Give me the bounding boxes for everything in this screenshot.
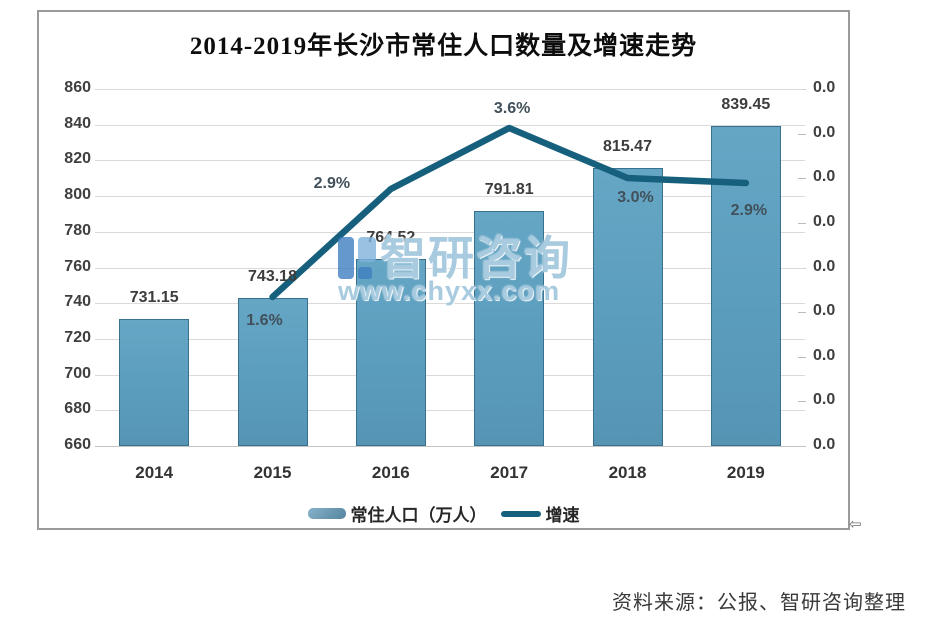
chart-title: 2014-2019年长沙市常住人口数量及增速走势 xyxy=(189,33,698,60)
grid-line xyxy=(95,410,805,412)
legend-label: 增速 xyxy=(545,506,580,525)
right-axis-tick-label: 0.0 xyxy=(813,212,836,230)
right-axis-tick xyxy=(798,178,806,180)
bar-2017 xyxy=(474,210,545,446)
grid-line xyxy=(95,124,805,126)
left-axis-tick-label: 680 xyxy=(64,400,91,418)
right-axis-tick-label: 0.0 xyxy=(813,436,836,453)
right-axis-tick-label: 0.0 xyxy=(813,391,836,409)
grid-line xyxy=(95,267,805,269)
growth-rate-label: 3.6% xyxy=(493,100,531,117)
right-axis-tick xyxy=(798,312,806,314)
left-axis-tick-label: 700 xyxy=(64,364,91,382)
bar-value-label: 839.45 xyxy=(721,95,771,113)
bar-2018 xyxy=(592,168,663,446)
bar-2014 xyxy=(119,318,190,446)
cursor-arrow-icon: ⇦ xyxy=(849,516,862,533)
growth-line xyxy=(269,124,750,301)
legend: 常住人口（万人） 增速 xyxy=(39,501,848,526)
growth-rate-label: 2.9% xyxy=(313,175,351,192)
bar-2015 xyxy=(237,297,308,446)
legend-label: 常住人口（万人） xyxy=(350,506,487,525)
left-axis-tick-label: 760 xyxy=(64,257,91,275)
source-note: 资料来源：公报、智研咨询整理 xyxy=(612,592,906,614)
right-axis-tick xyxy=(798,222,806,224)
right-axis-tick-label: 0.0 xyxy=(813,79,836,96)
grid-line xyxy=(95,231,805,233)
growth-line-layer xyxy=(269,124,750,301)
x-axis-label-2017: 2017 xyxy=(490,463,529,482)
bar-value-label: 791.81 xyxy=(484,180,534,198)
bar-value-label: 815.47 xyxy=(603,138,652,156)
x-axis-label-2014: 2014 xyxy=(135,463,174,482)
left-axis-tick-label: 660 xyxy=(64,436,91,453)
chart-frame: 2014-2019年长沙市常住人口数量及增速走势 860 840 820 800 780… xyxy=(37,10,850,530)
grid-line xyxy=(95,303,805,305)
bar-value-label: 743.18 xyxy=(248,267,297,285)
legend-bar-swatch-icon xyxy=(307,508,346,519)
right-axis-tick xyxy=(798,356,806,358)
left-axis-tick-label: 800 xyxy=(64,186,91,204)
growth-rate-label: 1.6% xyxy=(246,312,283,329)
right-axis-tick xyxy=(798,133,806,135)
x-axis-label-2016: 2016 xyxy=(371,463,410,482)
left-axis-tick-label: 840 xyxy=(64,114,91,132)
right-axis-tick-label: 0.0 xyxy=(813,302,836,320)
growth-rate-label: 3.0% xyxy=(617,189,654,206)
left-axis-tick-label: 820 xyxy=(64,150,91,168)
x-axis-label-2018: 2018 xyxy=(608,463,647,482)
grid-line xyxy=(95,446,805,447)
bar-2016 xyxy=(355,259,426,446)
legend-item: 常住人口（万人） xyxy=(307,501,487,526)
right-axis-tick-label: 0.0 xyxy=(813,257,836,275)
legend-line-swatch-icon xyxy=(500,510,541,517)
left-axis-tick-label: 720 xyxy=(64,328,91,346)
legend-item: 增速 xyxy=(500,501,580,526)
growth-rate-label: 2.9% xyxy=(730,202,768,219)
grid-line xyxy=(95,89,805,90)
left-axis-tick-label: 780 xyxy=(64,221,91,239)
right-axis-tick-label: 0.0 xyxy=(813,346,836,364)
left-axis-tick-label: 740 xyxy=(64,293,91,311)
grid-line xyxy=(95,374,805,376)
x-axis-label-2015: 2015 xyxy=(253,463,292,482)
x-axis-label-2019: 2019 xyxy=(726,463,765,482)
left-axis-tick-label: 860 xyxy=(64,79,91,96)
right-axis-tick-label: 0.0 xyxy=(813,123,836,141)
grid-line xyxy=(95,338,805,340)
bar-value-label: 731.15 xyxy=(129,288,179,306)
plot-area: 731.15 743.18 764.52 791.81 815.47 839.45 1.6… xyxy=(95,89,805,447)
right-axis-tick xyxy=(798,401,806,403)
grid-line xyxy=(95,196,805,198)
bar-value-label: 764.52 xyxy=(366,229,416,247)
right-axis-tick-label: 0.0 xyxy=(813,168,836,186)
